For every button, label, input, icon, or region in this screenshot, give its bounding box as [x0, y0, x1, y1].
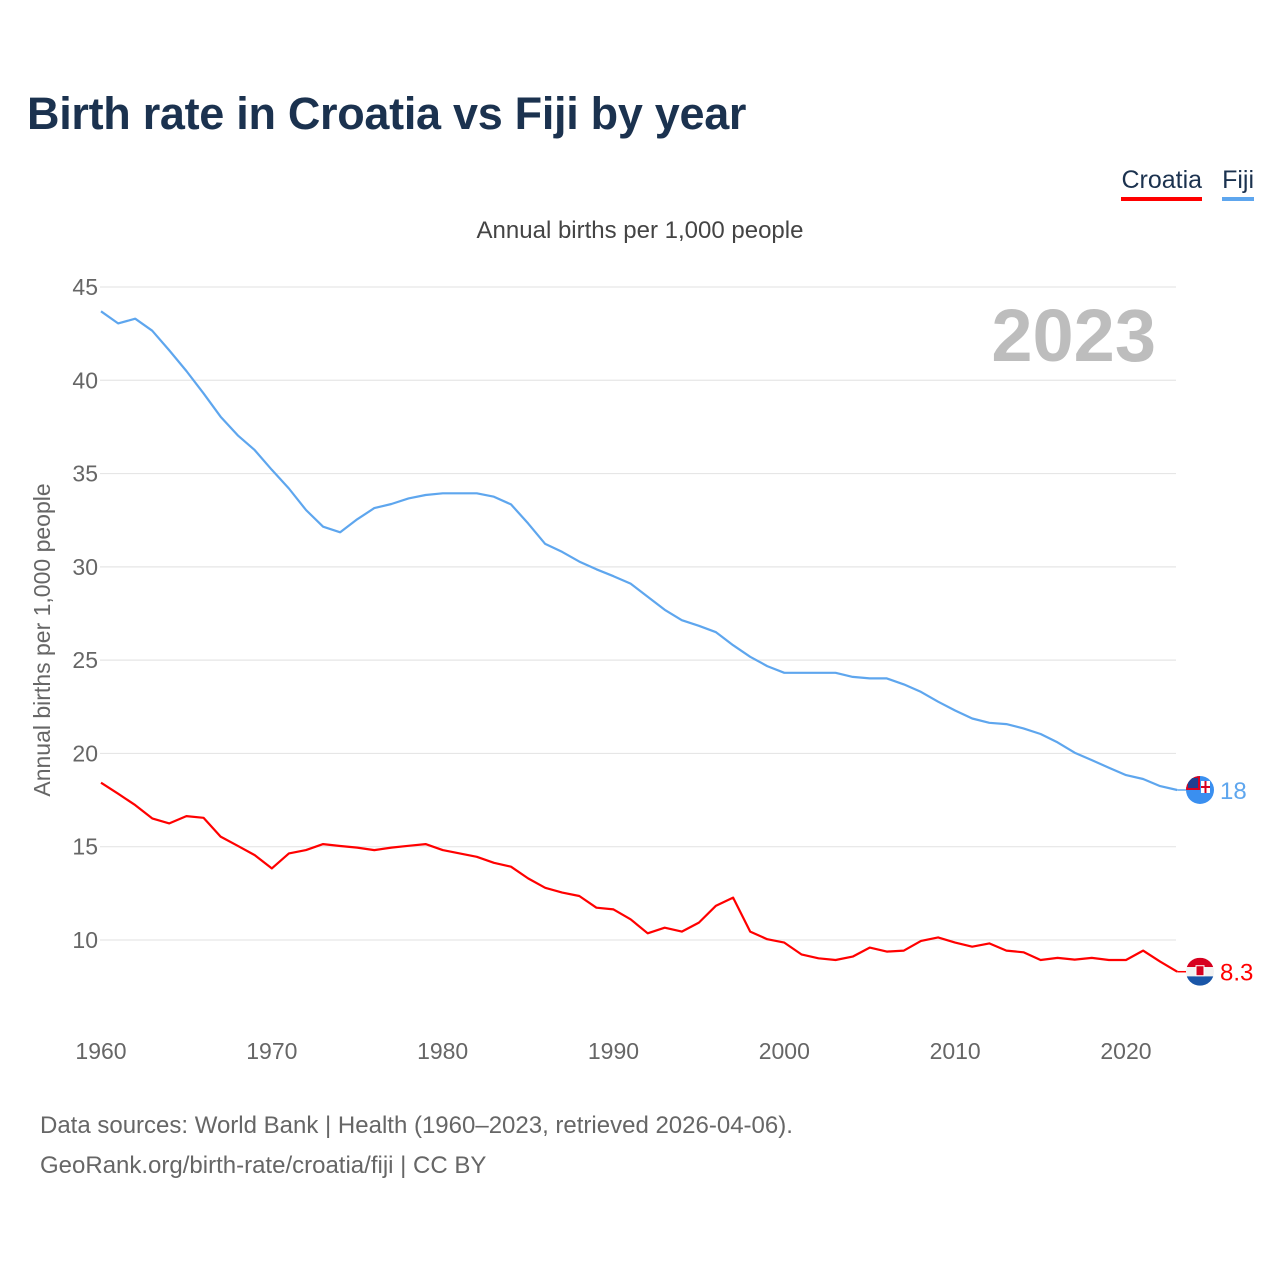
- x-tick-label: 1970: [246, 1038, 297, 1064]
- y-tick-label: 10: [72, 927, 98, 953]
- legend-item-croatia[interactable]: Croatia: [1121, 166, 1203, 201]
- x-tick-label: 2000: [759, 1038, 810, 1064]
- x-tick-label: 1980: [417, 1038, 468, 1064]
- chart-subtitle: Annual births per 1,000 people: [476, 217, 804, 244]
- x-tick-label: 2020: [1100, 1038, 1151, 1064]
- source-link[interactable]: GeoRank.org/birth-rate/croatia/fiji | CC…: [40, 1152, 487, 1179]
- legend: Croatia Fiji: [1121, 166, 1254, 201]
- x-tick-label: 2010: [930, 1038, 981, 1064]
- y-tick-label: 45: [72, 274, 98, 300]
- x-tick-label: 1990: [588, 1038, 639, 1064]
- y-axis-label: Annual births per 1,000 people: [29, 483, 55, 796]
- end-value-label-fiji: 18: [1220, 778, 1247, 805]
- y-tick-label: 35: [72, 461, 98, 487]
- x-tick-label: 1960: [75, 1038, 126, 1064]
- legend-item-fiji[interactable]: Fiji: [1222, 166, 1254, 201]
- data-source-text: Data sources: World Bank | Health (1960–…: [40, 1112, 793, 1139]
- y-tick-label: 15: [72, 834, 98, 860]
- y-tick-label: 20: [72, 740, 98, 766]
- series-line-fiji[interactable]: [100, 310, 1178, 792]
- y-tick-label: 25: [72, 647, 98, 673]
- croatia-flag-icon: [1186, 957, 1214, 986]
- chart-title: Birth rate in Croatia vs Fiji by year: [27, 88, 747, 139]
- end-value-label-croatia: 8.3: [1220, 960, 1253, 987]
- series-line-croatia[interactable]: [100, 781, 1178, 973]
- footer: Data sources: World Bank | Health (1960–…: [40, 1106, 793, 1186]
- year-watermark: 2023: [991, 294, 1156, 377]
- fiji-flag-icon: [1186, 775, 1214, 804]
- y-tick-label: 40: [72, 367, 98, 393]
- y-tick-label: 30: [72, 554, 98, 580]
- line-chart: 10 15 20 25 30 35 40 45 1960 1970 1980 1990 2000 2010…: [29, 274, 1253, 1064]
